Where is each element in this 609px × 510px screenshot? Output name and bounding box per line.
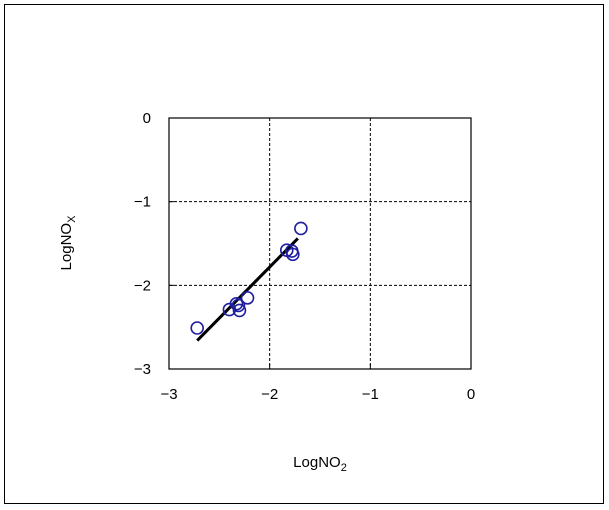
plot-area (168, 117, 472, 370)
tick-layer: −3 −2 −1 0 −3 −2 −1 0 (134, 110, 475, 403)
y-tick-label: 0 (143, 110, 151, 127)
data-point (240, 291, 255, 305)
chart-frame: −3 −2 −1 0 −3 −2 −1 0 LogNO2 LogNOX (4, 4, 604, 504)
y-tick-label: −2 (134, 277, 151, 294)
data-point (190, 321, 204, 335)
data-point (229, 296, 244, 311)
data-point (232, 303, 247, 318)
x-axis-title-base: LogNO (293, 454, 341, 471)
fit-line-layer (196, 237, 299, 342)
y-axis-title-sub: X (66, 215, 78, 223)
scatter-chart: −3 −2 −1 0−3−2−10 LogNO2 LogNOX (58, 110, 475, 474)
y-tick-label: −1 (134, 194, 151, 211)
points-layer (190, 221, 308, 335)
data-point (231, 298, 246, 313)
y-axis-title: LogNOX (58, 215, 78, 271)
x-tick-label: −3 (160, 386, 177, 403)
x-tick-label: −1 (362, 386, 379, 403)
regression-line (196, 237, 299, 342)
grid-layer (169, 118, 471, 369)
data-point (286, 247, 300, 262)
x-axis-title-sub: 2 (341, 462, 347, 474)
y-axis-title-base: LogNO (58, 223, 75, 271)
data-point (294, 221, 308, 236)
x-tick-label: 0 (467, 386, 475, 403)
y-tick-label: −3 (134, 361, 151, 378)
x-tick-label: −2 (261, 386, 278, 403)
x-axis-title: LogNO2 (293, 454, 347, 474)
